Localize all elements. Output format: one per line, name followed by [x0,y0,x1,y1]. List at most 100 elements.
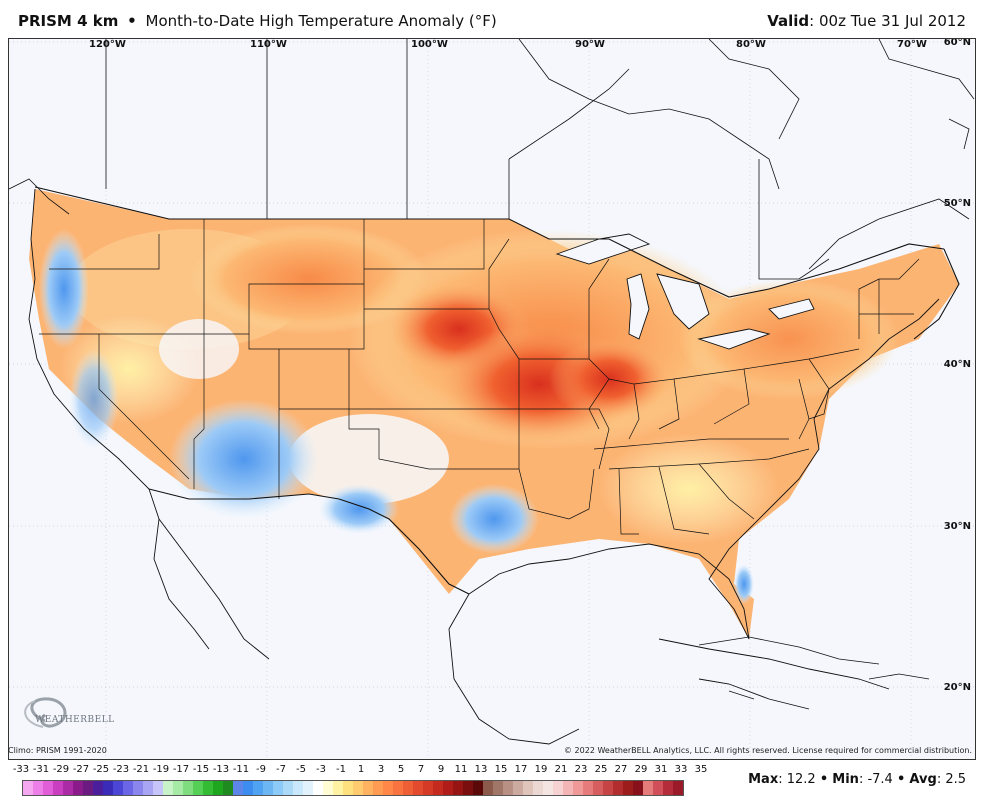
legend-swatch [503,781,513,795]
legend-tick-label: 13 [474,764,488,775]
legend-tick-label: -31 [32,764,50,775]
summary-stats: Max: 12.2 • Min: -7.4 • Avg: 2.5 [748,772,966,787]
weatherbell-logo: WEATHERBELL [15,693,114,743]
legend-swatch [373,781,383,795]
legend-swatch [383,781,393,795]
map-canvas [9,39,975,759]
legend-tick-label: 21 [554,764,568,775]
lat-label-20n: 20°N [943,682,971,693]
legend-swatch [633,781,643,795]
map-title-text: Month-to-Date High Temperature Anomaly (… [145,12,497,30]
legend-swatch [463,781,473,795]
legend-tick-label: -13 [212,764,230,775]
legend-swatch [473,781,483,795]
legend-tick-label: 5 [397,764,405,775]
legend-tick-label: 17 [514,764,528,775]
legend-swatch [363,781,373,795]
lon-label-70w: 70°W [897,39,927,50]
legend-tick-label: -27 [72,764,90,775]
legend-swatch [443,781,453,795]
legend-tick-label: -3 [316,764,326,775]
legend-tick-label: -19 [152,764,170,775]
legend-swatch [533,781,543,795]
legend-swatch [453,781,463,795]
legend-tick-label: -5 [296,764,306,775]
legend-swatch [93,781,103,795]
legend-swatch [283,781,293,795]
legend-swatch [23,781,33,795]
legend-swatch [43,781,53,795]
valid-label: Valid [767,12,810,30]
national-borders [34,186,960,595]
legend-swatch [433,781,443,795]
legend-swatch [303,781,313,795]
legend-swatch [523,781,533,795]
legend-swatch [183,781,193,795]
legend-swatch [613,781,623,795]
lat-label-30n: 30°N [943,521,971,532]
legend-swatch [623,781,633,795]
legend-tick-label: -33 [12,764,30,775]
swirl-icon [24,697,67,728]
legend-tick-label: 33 [674,764,688,775]
legend-tick-label: 15 [494,764,508,775]
legend-swatch [173,781,183,795]
legend-swatch [243,781,253,795]
legend-swatch [393,781,403,795]
legend-tick-label: 1 [357,764,365,775]
canada-borders [9,39,975,280]
legend-swatch [83,781,93,795]
lat-label-40n: 40°N [943,359,971,370]
legend-swatch [673,781,683,795]
legend-swatch [583,781,593,795]
legend-swatch [53,781,63,795]
stats-separator-1: • [819,772,829,787]
stats-separator-2: • [896,772,906,787]
map-title: PRISM 4 km • Month-to-Date High Temperat… [18,12,497,30]
legend-tick-label: 23 [574,764,588,775]
legend-tick-label: -29 [52,764,70,775]
legend-tick-label: 27 [614,764,628,775]
legend-swatch [423,781,433,795]
legend-tick-label: 7 [417,764,425,775]
climo-source: Climo: PRISM 1991-2020 [8,746,107,755]
legend-swatch [203,781,213,795]
anomaly-map[interactable]: 120°W 110°W 100°W 90°W 80°W 70°W 60°N 50… [8,38,976,760]
legend-swatch [223,781,233,795]
legend-tick-label: -7 [276,764,286,775]
max-value: : 12.2 [778,772,816,787]
legend-swatch [273,781,283,795]
legend-swatch [143,781,153,795]
title-separator: • [127,12,137,30]
legend-swatch [73,781,83,795]
lon-label-110w: 110°W [250,39,287,50]
min-value: : -7.4 [858,772,893,787]
legend-tick-label: 31 [654,764,668,775]
legend-tick-label: -25 [92,764,110,775]
avg-label: Avg [909,772,937,787]
legend-swatch [123,781,133,795]
legend-swatch [653,781,663,795]
valid-value: : 00z Tue 31 Jul 2012 [809,12,966,30]
legend-swatch [163,781,173,795]
legend-swatch [563,781,573,795]
legend-swatch [543,781,553,795]
legend-tick-label: -11 [232,764,250,775]
legend-tick-label: -15 [192,764,210,775]
legend-ticks: -33 -31 -29 -27 -25 -23 -21 -19 -17 -15 -13 -11 -9 -7… [10,764,710,778]
color-legend: -33 -31 -29 -27 -25 -23 -21 -19 -17 -15 -13 -11 -9 -7… [10,764,710,798]
legend-swatch [293,781,303,795]
legend-swatch [313,781,323,795]
legend-tick-label: 3 [377,764,385,775]
legend-swatch [353,781,363,795]
avg-value: : 2.5 [936,772,966,787]
legend-tick-label: 25 [594,764,608,775]
min-label: Min [832,772,859,787]
legend-swatch [213,781,223,795]
legend-swatch [333,781,343,795]
legend-swatch [103,781,113,795]
legend-swatch [643,781,653,795]
legend-swatch [343,781,353,795]
lon-label-120w: 120°W [89,39,126,50]
lon-label-100w: 100°W [411,39,448,50]
